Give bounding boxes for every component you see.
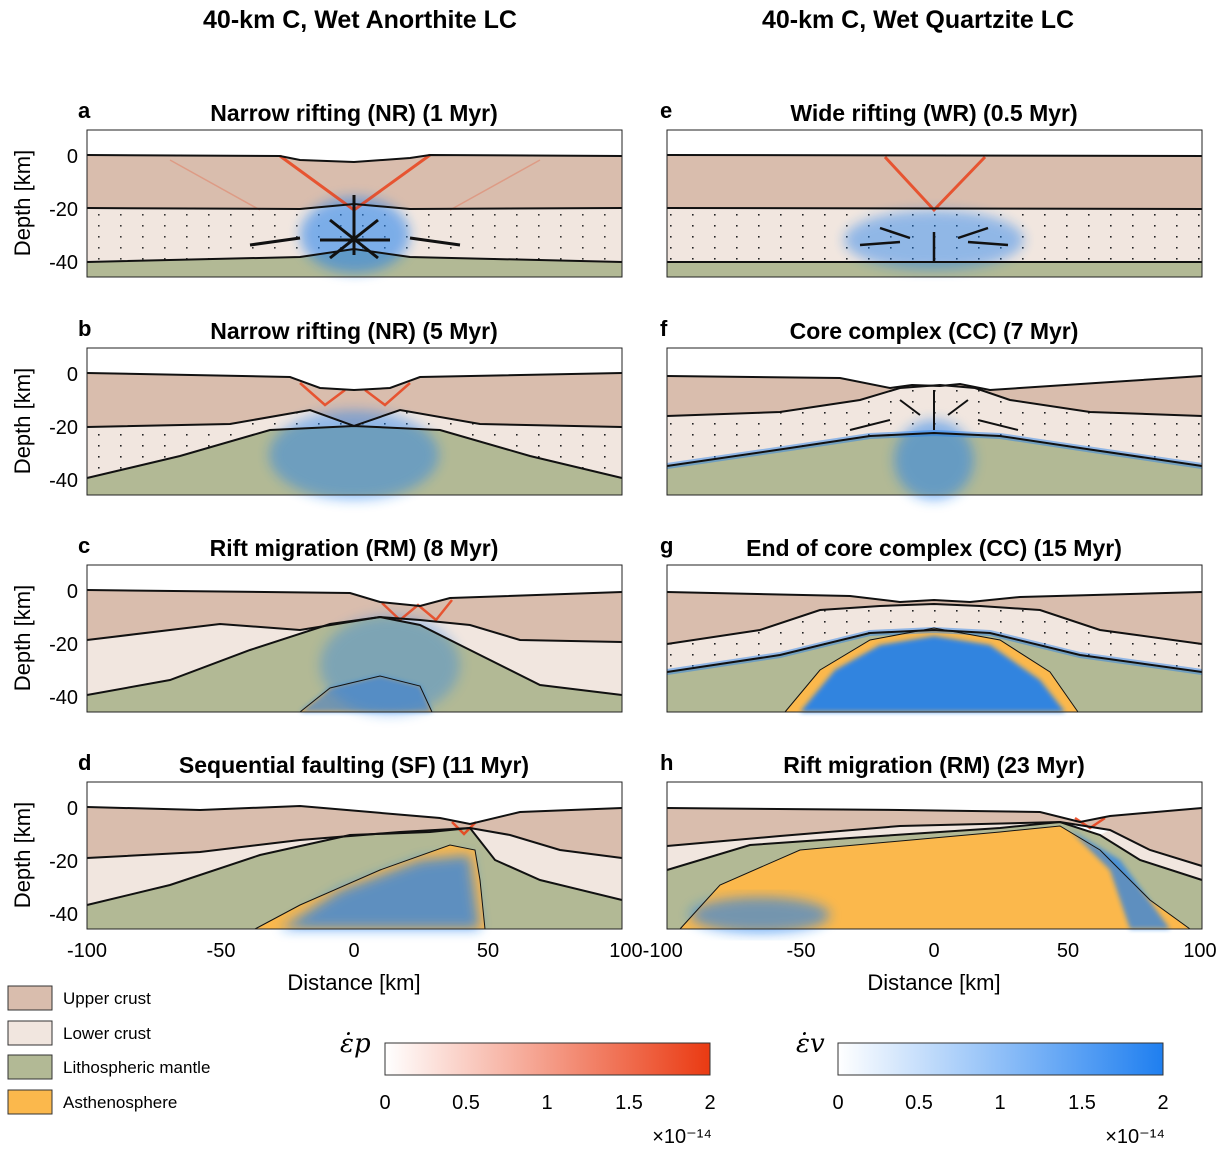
panel-letter: b [78, 316, 91, 341]
x-tick: -100 [67, 940, 107, 962]
panel-c: c Rift migration (RM) (8 Myr) [78, 533, 622, 715]
x-tick: -50 [207, 940, 236, 962]
panel-letter: d [78, 750, 91, 775]
legend-label: Lithospheric mantle [63, 1058, 210, 1077]
colorbar-tick: 1 [994, 1092, 1005, 1114]
panel-title: End of core complex (CC) (15 Myr) [746, 535, 1122, 561]
x-tick: 100-100 [609, 940, 682, 962]
column-title-left: 40-km C, Wet Anorthite LC [203, 6, 517, 34]
legend-swatch-asthenosphere [8, 1090, 52, 1114]
colorbar-tick: 2 [704, 1092, 715, 1114]
legend-label: Upper crust [63, 989, 151, 1008]
panel-h: h Rift migration (RM) (23 Myr) [660, 750, 1202, 933]
column-title-right: 40-km C, Wet Quartzite LC [762, 6, 1074, 34]
panel-title: Sequential faulting (SF) (11 Myr) [179, 752, 529, 778]
panel-title: Narrow rifting (NR) (5 Myr) [210, 318, 498, 344]
colorbar-viscous: ε̇v 0 0.5 1 1.5 2 ×10⁻¹⁴ [796, 1029, 1169, 1148]
y-ticks: 0 -20 -40 0 -20 -40 0 -20 -40 0 -20 -40 [49, 146, 78, 926]
y-tick: -20 [49, 417, 78, 439]
panel-letter: f [660, 316, 668, 341]
x-tick: 50 [1057, 940, 1079, 962]
y-tick: -20 [49, 199, 78, 221]
legend-label: Lower crust [63, 1024, 151, 1043]
legend-swatch-mantle [8, 1055, 52, 1079]
colorbar-tick: 2 [1157, 1092, 1168, 1114]
panel-f: f Core complex (CC) (7 Myr) [660, 316, 1202, 500]
colorbar-tick: 1 [541, 1092, 552, 1114]
y-tick: -40 [49, 904, 78, 926]
y-tick: -40 [49, 470, 78, 492]
colorbar-tick: 0 [832, 1092, 843, 1114]
legend-swatch-upper-crust [8, 986, 52, 1010]
legend-label: Asthenosphere [63, 1093, 177, 1112]
y-tick: 0 [67, 798, 78, 820]
y-tick: -20 [49, 851, 78, 873]
colorbar-tick: 1.5 [615, 1092, 643, 1114]
panel-e: e Wide rifting (WR) (0.5 Myr) [660, 98, 1202, 277]
y-tick: 0 [67, 581, 78, 603]
colorbar-scale: ×10⁻¹⁴ [652, 1126, 712, 1148]
colorbar-symbol: ε̇p [340, 1029, 371, 1059]
colorbar-tick: 1.5 [1068, 1092, 1096, 1114]
panel-letter: a [78, 98, 91, 123]
panel-letter: g [660, 533, 673, 558]
x-tick: 0 [348, 940, 359, 962]
panel-title: Rift migration (RM) (8 Myr) [210, 535, 499, 561]
legend-swatch-lower-crust [8, 1021, 52, 1045]
colorbar-plastic: ε̇p 0 0.5 1 1.5 2 ×10⁻¹⁴ [340, 1029, 716, 1148]
y-axis-label: Depth [km] [10, 368, 35, 474]
x-axis-label: Distance [km] [287, 970, 420, 995]
panel-title: Wide rifting (WR) (0.5 Myr) [790, 100, 1077, 126]
y-tick: 0 [67, 364, 78, 386]
x-tick: 100 [1183, 940, 1216, 962]
colorbar-scale: ×10⁻¹⁴ [1105, 1126, 1165, 1148]
colorbar-tick: 0.5 [905, 1092, 933, 1114]
legend: Upper crust Lower crust Lithospheric man… [8, 986, 210, 1114]
y-axis-label: Depth [km] [10, 802, 35, 908]
panel-letter: h [660, 750, 673, 775]
x-ticks: -100 -50 0 50 100-100 -50 0 50 100 [67, 940, 1217, 962]
y-tick: -20 [49, 634, 78, 656]
x-tick: -50 [787, 940, 816, 962]
panel-title: Core complex (CC) (7 Myr) [790, 318, 1079, 344]
y-axis-left: Depth [km] Depth [km] Depth [km] Depth [… [10, 150, 35, 908]
panel-g: g End of core complex (CC) (15 Myr) [660, 533, 1202, 712]
panel-b: b Narrow rifting (NR) (5 Myr) [78, 316, 622, 500]
y-tick: -40 [49, 252, 78, 274]
panel-a: a Narrow rifting (NR) (1 Myr) [78, 98, 622, 277]
y-axis-label: Depth [km] [10, 150, 35, 256]
colorbar-tick: 0 [379, 1092, 390, 1114]
colorbar-symbol: ε̇v [796, 1029, 825, 1059]
y-axis-label: Depth [km] [10, 585, 35, 691]
y-tick: -40 [49, 687, 78, 709]
panel-title: Narrow rifting (NR) (1 Myr) [210, 100, 498, 126]
panel-d: d Sequential faulting (SF) (11 Myr) [78, 750, 622, 929]
x-tick: 0 [928, 940, 939, 962]
colorbar-tick: 0.5 [452, 1092, 480, 1114]
panel-letter: c [78, 533, 90, 558]
panel-letter: e [660, 98, 672, 123]
x-axis-label: Distance [km] [867, 970, 1000, 995]
y-tick: 0 [67, 146, 78, 168]
x-tick: 50 [477, 940, 499, 962]
panel-title: Rift migration (RM) (23 Myr) [783, 752, 1085, 778]
